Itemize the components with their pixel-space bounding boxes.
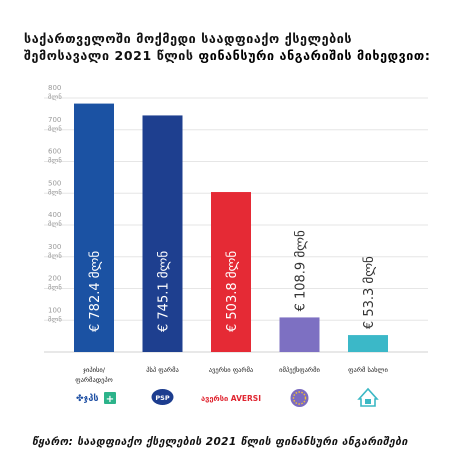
y-tick-unit: მლნ <box>48 125 62 133</box>
y-tick-unit: მლნ <box>48 220 62 228</box>
gpc-logo: ✤ჯპს <box>76 394 99 404</box>
y-tick-label: 400 <box>48 211 61 219</box>
y-tick-label: 800 <box>48 84 61 92</box>
y-tick-label: 300 <box>48 243 61 251</box>
house-door-icon <box>365 399 371 404</box>
y-tick-label: 500 <box>48 179 61 187</box>
x-category-label: ფარმადეპო <box>75 375 113 384</box>
bar-value-label: € 745.1 მლნ <box>157 251 172 332</box>
impex-seal-icon <box>290 389 309 407</box>
bar-value-label: € 108.9 მლნ <box>294 230 309 311</box>
bar <box>279 317 320 352</box>
house-icon <box>357 387 379 407</box>
plus-icon: + <box>106 394 114 405</box>
x-category-label: იმპექსფარმი <box>279 365 320 374</box>
bar <box>348 335 388 352</box>
y-tick-unit: მლნ <box>48 157 62 165</box>
bar <box>211 192 251 352</box>
title-line-2-prefix: შემოსავალი 2021 წლის <box>24 48 199 63</box>
bar-value-label: € 503.8 მლნ <box>225 251 240 332</box>
impex-stars-icon <box>292 391 307 405</box>
psp-badge-icon <box>151 389 174 405</box>
y-tick-label: 100 <box>48 306 61 314</box>
x-category-label: ჯიპისი/ <box>83 366 106 374</box>
x-category-label: ავერსი ფარმა <box>209 365 253 374</box>
y-tick-label: 200 <box>48 275 61 283</box>
y-tick-unit: მლნ <box>48 93 62 101</box>
bar-value-label: € 53.3 მლნ <box>362 256 377 329</box>
y-tick-label: 700 <box>48 116 61 124</box>
chart-title: საქართველოში მოქმედი საადფიაქო ქსელების … <box>24 30 464 64</box>
x-category-label: ფარმ სახლი <box>348 365 388 374</box>
bar <box>142 115 183 352</box>
title-line-2-highlight: ფინანსური ანგარიშის მიხედვით: <box>198 48 431 63</box>
title-line-1: საქართველოში მოქმედი საადფიაქო ქსელების <box>24 31 353 46</box>
y-tick-label: 600 <box>48 148 61 156</box>
y-tick-unit: მლნ <box>48 252 62 260</box>
y-tick-unit: მლნ <box>48 315 62 323</box>
psp-logo: PSP <box>155 394 169 402</box>
source-note: წყარო: საადფიაქო ქსელების 2021 წლის ფინა… <box>32 436 408 448</box>
title-line-2: შემოსავალი 2021 წლის ფინანსური ანგარიშის… <box>24 47 464 64</box>
bar <box>74 103 114 352</box>
bar-value-label: € 782.4 მლნ <box>88 251 103 332</box>
x-category-label: პსპ ფარმა <box>146 365 179 374</box>
aversi-logo: ავერსი AVERSI <box>201 394 261 403</box>
gpc-cross-icon <box>104 392 116 404</box>
y-tick-unit: მლნ <box>48 188 62 196</box>
y-tick-unit: მლნ <box>48 284 62 292</box>
